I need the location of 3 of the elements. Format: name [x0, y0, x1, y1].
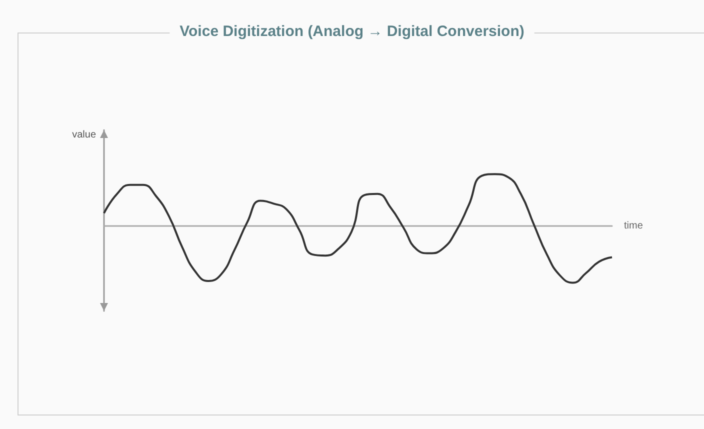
x-axis-title: time: [624, 220, 644, 232]
chart-title: Voice Digitization (Analog → Digital Conversion): [180, 23, 524, 40]
y-axis-title: value: [72, 130, 96, 140]
